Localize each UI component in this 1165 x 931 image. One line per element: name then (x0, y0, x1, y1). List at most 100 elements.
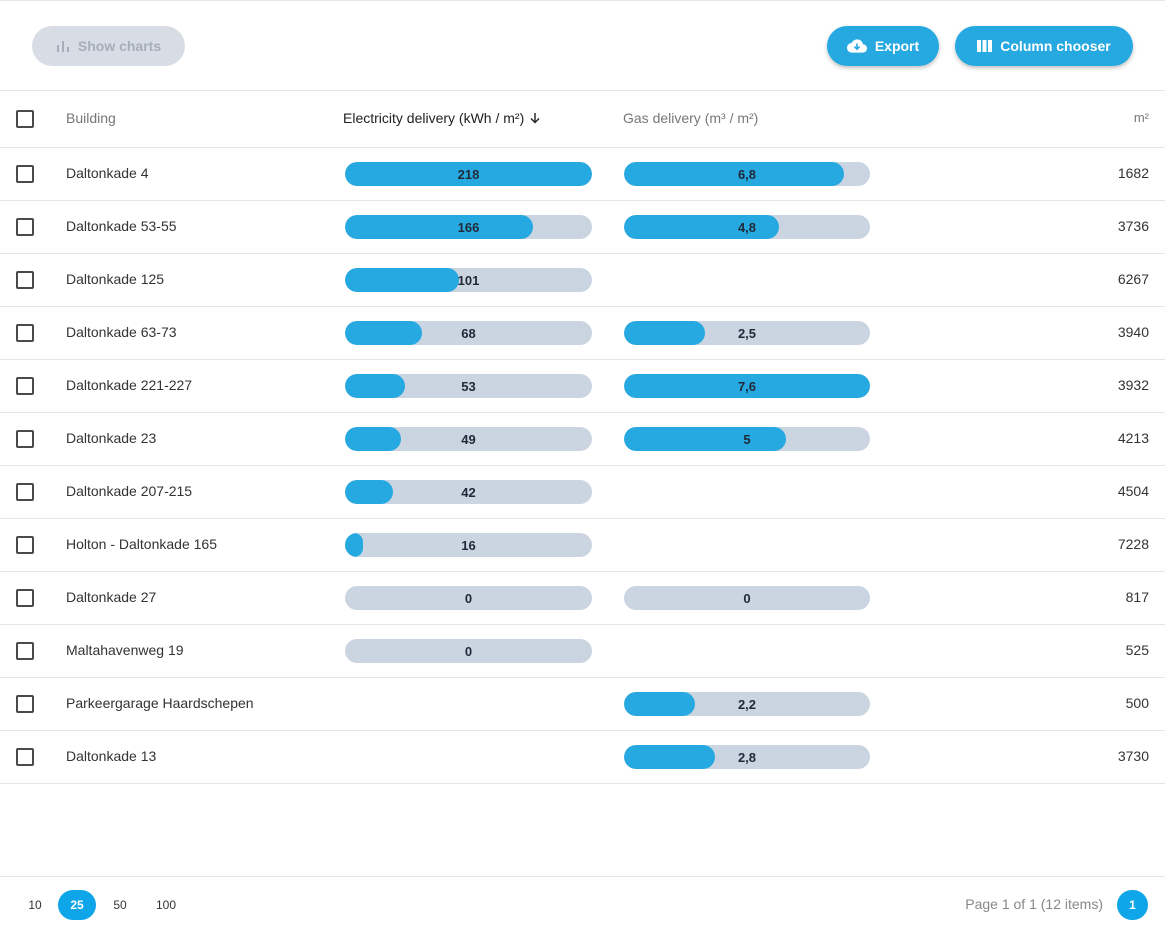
gas-bar-fill (624, 162, 845, 186)
table-row[interactable]: Daltonkade 63-73 68 2,5 3940 (0, 307, 1165, 360)
gas-value: 0 (743, 591, 751, 606)
electricity-value: 53 (461, 379, 476, 394)
select-all-checkbox[interactable] (16, 110, 34, 128)
gas-bar: 2,2 (624, 692, 870, 716)
show-charts-button: Show charts (32, 26, 185, 66)
m2-value: 3932 (1117, 377, 1149, 393)
row-checkbox[interactable] (16, 218, 34, 236)
electricity-bar: 0 (345, 586, 592, 610)
electricity-value: 49 (461, 432, 476, 447)
row-checkbox[interactable] (16, 271, 34, 289)
row-checkbox[interactable] (16, 430, 34, 448)
bar-chart-icon (56, 41, 69, 52)
electricity-value: 166 (457, 220, 480, 235)
toolbar: Show charts Export Column chooser (0, 1, 1165, 91)
page-size-option[interactable]: 10 (28, 898, 42, 912)
table-row[interactable]: Daltonkade 221-227 53 7,6 3932 (0, 360, 1165, 413)
gas-bar: 4,8 (624, 215, 870, 239)
table-row[interactable]: Daltonkade 125 101 6267 (0, 254, 1165, 307)
electricity-bar: 68 (345, 321, 592, 345)
cloud-download-icon (846, 39, 867, 53)
page-button-current[interactable]: 1 (1117, 890, 1148, 920)
top-divider (0, 0, 1165, 1)
electricity-bar-fill (345, 533, 364, 557)
electricity-bar-fill (345, 480, 393, 504)
electricity-bar: 166 (345, 215, 592, 239)
electricity-value: 0 (464, 644, 473, 659)
electricity-bar: 53 (345, 374, 592, 398)
gas-bar-fill (624, 427, 786, 451)
pager: 10 25 50 100 Page 1 of 1 (12 items) 1 (0, 876, 1165, 931)
m2-value: 3736 (1117, 218, 1149, 234)
column-header-electricity-label: Electricity delivery (kWh / m²) (343, 110, 525, 126)
table-row[interactable]: Daltonkade 4 218 6,8 1682 (0, 148, 1165, 201)
grid-body: Daltonkade 4 218 6,8 1682 Daltonkade 53-55 16… (0, 148, 1165, 784)
building-name: Daltonkade 13 (66, 748, 157, 764)
column-chooser-label: Column chooser (1000, 38, 1111, 54)
building-name: Parkeergarage Haardschepen (66, 695, 254, 711)
row-checkbox[interactable] (16, 589, 34, 607)
electricity-bar: 101 (345, 268, 592, 292)
gas-value: 5 (743, 432, 751, 447)
building-name: Daltonkade 53-55 (66, 218, 177, 234)
arrow-down-icon (530, 113, 540, 124)
row-checkbox[interactable] (16, 377, 34, 395)
m2-value: 525 (1125, 642, 1149, 658)
building-name: Daltonkade 27 (66, 589, 157, 605)
building-name: Daltonkade 4 (66, 165, 149, 181)
gas-value: 2,8 (737, 750, 757, 765)
gas-bar: 0 (624, 586, 870, 610)
electricity-value: 68 (461, 326, 476, 341)
building-name: Daltonkade 23 (66, 430, 157, 446)
m2-value: 817 (1125, 589, 1149, 605)
electricity-value: 101 (457, 273, 480, 288)
row-checkbox[interactable] (16, 165, 34, 183)
column-header-gas[interactable]: Gas delivery (m³ / m²) (623, 110, 759, 126)
row-checkbox[interactable] (16, 695, 34, 713)
table-row[interactable]: Daltonkade 53-55 166 4,8 3736 (0, 201, 1165, 254)
electricity-value: 218 (457, 167, 480, 182)
building-name: Daltonkade 221-227 (66, 377, 193, 393)
electricity-bar: 49 (345, 427, 592, 451)
building-name: Daltonkade 63-73 (66, 324, 177, 340)
table-row[interactable]: Maltahavenweg 19 0 525 (0, 625, 1165, 678)
page-size-option[interactable]: 25 (58, 890, 96, 920)
data-grid: Building Electricity delivery (kWh / m²)… (0, 91, 1165, 784)
row-checkbox[interactable] (16, 483, 34, 501)
column-header-building[interactable]: Building (66, 110, 116, 126)
table-row[interactable]: Daltonkade 23 49 5 4213 (0, 413, 1165, 466)
columns-icon (977, 40, 993, 52)
column-header-electricity[interactable]: Electricity delivery (kWh / m²) (343, 110, 540, 126)
column-header-m2[interactable]: m² (1133, 110, 1149, 125)
page-size-option[interactable]: 50 (113, 898, 127, 912)
table-row[interactable]: Daltonkade 207-215 42 4504 (0, 466, 1165, 519)
export-button[interactable]: Export (827, 26, 939, 66)
electricity-bar-fill (345, 162, 592, 186)
building-name: Holton - Daltonkade 165 (66, 536, 217, 552)
gas-bar: 2,8 (624, 745, 870, 769)
m2-value: 4213 (1117, 430, 1149, 446)
electricity-value: 0 (464, 591, 473, 606)
column-chooser-button[interactable]: Column chooser (955, 26, 1133, 66)
table-row[interactable]: Daltonkade 13 2,8 3730 (0, 731, 1165, 784)
gas-value: 7,6 (737, 379, 757, 394)
row-checkbox[interactable] (16, 324, 34, 342)
page-size-option[interactable]: 100 (155, 898, 177, 912)
gas-bar: 6,8 (624, 162, 870, 186)
building-name: Daltonkade 207-215 (66, 483, 193, 499)
building-name: Maltahavenweg 19 (66, 642, 184, 658)
gas-bar-fill (624, 215, 780, 239)
m2-value: 4504 (1117, 483, 1149, 499)
electricity-value: 16 (461, 538, 476, 553)
table-row[interactable]: Holton - Daltonkade 165 16 7228 (0, 519, 1165, 572)
show-charts-label: Show charts (77, 38, 162, 54)
electricity-bar-fill (345, 374, 406, 398)
row-checkbox[interactable] (16, 536, 34, 554)
row-checkbox[interactable] (16, 642, 34, 660)
electricity-bar-fill (345, 268, 460, 292)
electricity-bar: 16 (345, 533, 592, 557)
gas-value: 4,8 (737, 220, 757, 235)
row-checkbox[interactable] (16, 748, 34, 766)
table-row[interactable]: Parkeergarage Haardschepen 2,2 500 (0, 678, 1165, 731)
table-row[interactable]: Daltonkade 27 0 0 817 (0, 572, 1165, 625)
